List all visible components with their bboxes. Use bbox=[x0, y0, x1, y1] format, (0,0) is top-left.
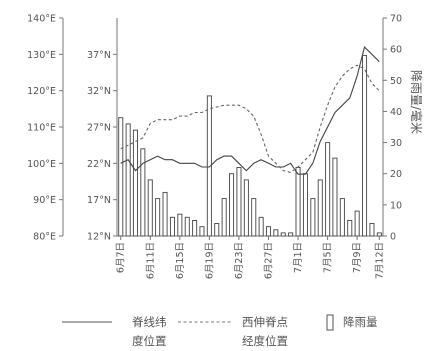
x-tick-label: 7月12日 bbox=[374, 242, 385, 279]
rainfall-bar bbox=[347, 219, 353, 237]
rainfall-bar bbox=[288, 232, 294, 237]
rainfall-bar bbox=[184, 216, 190, 237]
x-tick-label: 7月1日 bbox=[293, 242, 304, 273]
rainfall-tick-label: 50 bbox=[390, 76, 402, 87]
rainfall-bar bbox=[147, 179, 153, 237]
rainfall-bar bbox=[229, 173, 235, 237]
latitude-tick-label: 37°N bbox=[87, 50, 111, 61]
legend: 脊线纬 度位置 西伸脊点 经度位置 降雨量 bbox=[62, 314, 378, 348]
latitude-tick-label: 22°N bbox=[87, 159, 111, 170]
x-tick-label: 6月15日 bbox=[175, 242, 186, 279]
east-longitude-tick-label: 130°E bbox=[27, 50, 56, 61]
rainfall-tick-label: 60 bbox=[390, 45, 402, 56]
series-line-ridge-latitude bbox=[120, 46, 380, 175]
x-tick-label: 7月5日 bbox=[323, 242, 334, 273]
rainfall-bar bbox=[302, 173, 308, 237]
rainfall-bar bbox=[192, 219, 198, 237]
rainfall-bar bbox=[339, 198, 345, 237]
rainfall-axis-title: 降雨量/毫米 bbox=[409, 70, 424, 134]
latitude-tick-label: 27°N bbox=[87, 123, 111, 134]
legend-label-ridge-latitude-line2: 度位置 bbox=[132, 334, 167, 348]
rainfall-tick-label: 30 bbox=[390, 138, 402, 149]
legend-label-west-extension-longitude-line2: 经度位置 bbox=[242, 334, 288, 348]
x-tick-label: 7月9日 bbox=[352, 242, 363, 273]
rainfall-bar bbox=[376, 232, 382, 237]
legend-swatch-rainfall bbox=[326, 314, 334, 331]
rainfall-bar bbox=[118, 117, 124, 237]
rainfall-bar bbox=[317, 179, 323, 237]
rainfall-bar bbox=[310, 198, 316, 237]
east-longitude-tick-label: 110°E bbox=[27, 123, 56, 134]
rainfall-tick-label: 20 bbox=[390, 169, 402, 180]
latitude-tick-label: 12°N bbox=[87, 232, 111, 243]
legend-label-rainfall: 降雨量 bbox=[343, 315, 378, 329]
east-longitude-tick-label: 90°E bbox=[33, 195, 56, 206]
x-tick-label: 6月23日 bbox=[234, 242, 245, 279]
x-tick-label: 6月19日 bbox=[204, 242, 215, 279]
latitude-tick-label: 17°N bbox=[87, 195, 111, 206]
rainfall-bar bbox=[243, 179, 249, 237]
rainfall-bar bbox=[162, 191, 168, 237]
x-tick-label: 6月11日 bbox=[145, 242, 156, 279]
rainfall-bar bbox=[362, 54, 368, 237]
east-longitude-tick-label: 100°E bbox=[27, 159, 56, 170]
rainfall-bar bbox=[332, 157, 338, 237]
legend-label-ridge-latitude-line1: 脊线纬 bbox=[132, 315, 167, 329]
rainfall-bar bbox=[155, 198, 161, 237]
rainfall-bar bbox=[177, 213, 183, 237]
rainfall-bar bbox=[258, 216, 264, 237]
rainfall-tick-label: 10 bbox=[390, 200, 402, 211]
rainfall-bar bbox=[125, 123, 131, 237]
latitude-tick-label: 32°N bbox=[87, 86, 111, 97]
rainfall-bar bbox=[354, 210, 360, 237]
rainfall-bar bbox=[140, 148, 146, 237]
x-tick-label: 6月27日 bbox=[264, 242, 275, 279]
series-line-west-extension-longitude bbox=[120, 64, 380, 173]
rainfall-bar bbox=[325, 142, 331, 237]
east-longitude-tick-label: 120°E bbox=[27, 86, 56, 97]
rainfall-bar bbox=[236, 167, 242, 237]
east-longitude-tick-label: 140°E bbox=[27, 14, 56, 25]
rainfall-bar bbox=[132, 129, 138, 237]
rainfall-tick-label: 40 bbox=[390, 107, 402, 118]
rainfall-bar bbox=[214, 223, 220, 237]
rainfall-bar bbox=[221, 198, 227, 237]
rainfall-tick-label: 70 bbox=[390, 14, 402, 25]
legend-label-west-extension-longitude-line1: 西伸脊点 bbox=[242, 315, 288, 329]
east-longitude-tick-label: 80°E bbox=[33, 232, 56, 243]
rainfall-tick-label: 0 bbox=[390, 232, 396, 243]
rainfall-bar bbox=[199, 226, 205, 237]
rainfall-bar bbox=[273, 229, 279, 237]
rainfall-bar bbox=[265, 226, 271, 237]
rainfall-bar bbox=[169, 216, 175, 237]
rainfall-bar bbox=[251, 198, 257, 237]
rainfall-bar bbox=[369, 223, 375, 237]
rainfall-bar bbox=[295, 167, 301, 237]
x-tick-label: 6月7日 bbox=[116, 242, 127, 273]
rainfall-bar bbox=[280, 232, 286, 237]
